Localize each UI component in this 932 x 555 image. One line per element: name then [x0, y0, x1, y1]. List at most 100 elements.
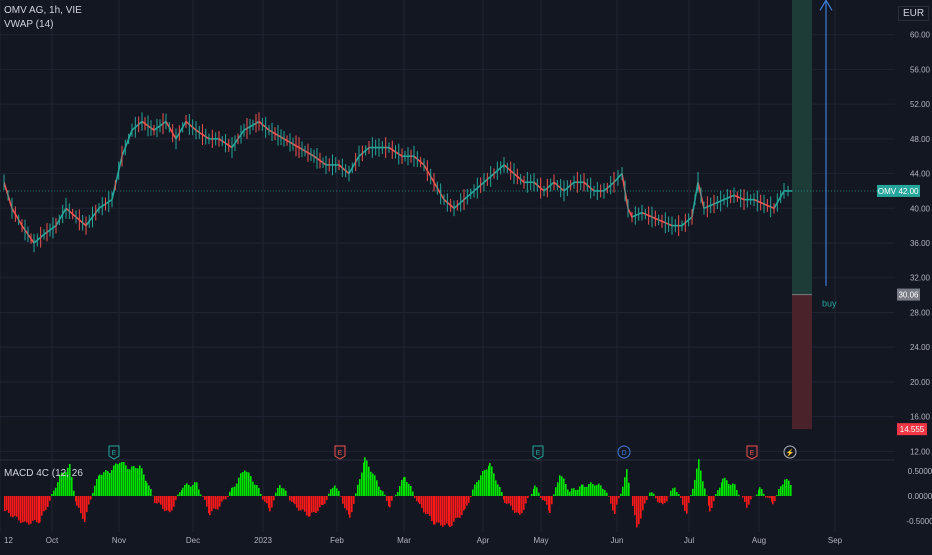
macd-bar [638, 496, 640, 524]
macd-bar [495, 480, 497, 496]
macd-bar [586, 487, 588, 496]
macd-bar [135, 468, 137, 496]
macd-bar [88, 496, 90, 504]
indicator-legend[interactable]: VWAP (14) [4, 19, 57, 30]
macd-bar [464, 496, 466, 509]
macd-bar [177, 495, 179, 496]
macd-bar [519, 496, 521, 515]
macd-bar [790, 485, 792, 496]
macd-bar [103, 472, 105, 496]
macd-bar [504, 496, 506, 503]
macd-bar [453, 496, 455, 522]
macd-bar [571, 488, 573, 496]
macd-bar [431, 496, 433, 521]
macd-bar [472, 489, 474, 496]
macd-bar [761, 489, 763, 496]
time-tick-label: Oct [46, 536, 59, 545]
macd-bar [125, 465, 127, 496]
macd-bar [559, 475, 561, 496]
macd-bar [704, 488, 706, 496]
macd-bar [39, 496, 41, 522]
macd-bar [622, 487, 624, 496]
macd-bar [113, 465, 115, 496]
macd-bar [53, 490, 55, 496]
macd-bar [724, 478, 726, 496]
macd-bar [194, 482, 196, 496]
event-marker-label[interactable]: E [750, 450, 755, 457]
macd-bar [156, 496, 158, 503]
macd-bar [734, 484, 736, 496]
symbol-title[interactable]: OMV AG, 1h, VIE [4, 5, 82, 16]
event-marker-label[interactable]: E [338, 450, 343, 457]
macd-bar [606, 493, 608, 496]
macd-bar [129, 469, 131, 496]
macd-bar [444, 496, 446, 525]
macd-bar [523, 496, 525, 510]
macd-bar [780, 486, 782, 496]
macd-bar [137, 468, 139, 496]
loss-zone[interactable] [792, 295, 812, 430]
macd-bar [296, 496, 298, 508]
macd-bar [49, 496, 51, 501]
macd-bar [139, 466, 141, 496]
macd-bar [28, 496, 30, 525]
macd-bar [76, 496, 78, 506]
symbol-legend[interactable]: OMV AG, 1h, VIE [4, 5, 86, 16]
buy-label[interactable]: buy [822, 299, 837, 309]
price-tick-label: 56.00 [910, 65, 931, 74]
price-axis[interactable]: 60.0056.0052.0048.0044.0040.0036.0032.00… [906, 31, 932, 526]
macd-bar [759, 487, 761, 496]
macd-bar [788, 481, 790, 496]
macd-bar [386, 496, 388, 501]
macd-bar [47, 496, 49, 507]
macd-bar [361, 472, 363, 496]
vwap-label[interactable]: VWAP (14) [4, 19, 53, 30]
macd-bar [317, 496, 319, 511]
event-marker-label[interactable]: D [621, 450, 626, 457]
profit-zone[interactable] [792, 0, 812, 295]
macd-bar [198, 489, 200, 496]
macd-bar [449, 496, 451, 527]
macd-bar [512, 496, 514, 510]
macd-bar [96, 479, 98, 496]
macd-bar [344, 496, 346, 508]
position-zones[interactable] [792, 0, 812, 429]
event-marker-label[interactable]: E [112, 450, 117, 457]
macd-bar [399, 486, 401, 496]
macd-label[interactable]: MACD 4C (12, 26 [4, 468, 83, 479]
macd-bar [594, 485, 596, 496]
macd-bar [196, 482, 198, 496]
macd-bar [90, 496, 92, 499]
macd-bar [131, 466, 133, 496]
macd-bar [763, 494, 765, 496]
macd-bar [209, 496, 211, 515]
time-tick-label: Dec [186, 536, 200, 545]
macd-bar [164, 496, 166, 511]
macd-bar [501, 492, 503, 496]
event-marker-label[interactable]: ⚡ [786, 448, 795, 457]
macd-bar [670, 491, 672, 496]
macd-bar [506, 496, 508, 504]
macd-bar [493, 473, 495, 496]
macd-bar [534, 485, 536, 496]
macd-bar [476, 482, 478, 496]
macd-bar [340, 496, 342, 497]
currency-label[interactable]: EUR [898, 6, 929, 21]
macd-bar [269, 496, 271, 511]
macd-bar [279, 485, 281, 496]
macd-bar [36, 496, 38, 522]
macd-bar [429, 496, 431, 516]
macd-bar [22, 496, 24, 522]
macd-legend[interactable]: MACD 4C (12, 26 [4, 468, 87, 479]
macd-bar [497, 484, 499, 496]
time-tick-label: Jun [611, 536, 624, 545]
macd-bar [374, 475, 376, 496]
macd-bar [674, 488, 676, 496]
macd-bar [45, 496, 47, 510]
macd-bar [322, 496, 324, 505]
macd-bar [756, 495, 758, 496]
macd-bar [123, 462, 125, 496]
macd-bar [162, 496, 164, 509]
event-marker-label[interactable]: E [536, 450, 541, 457]
